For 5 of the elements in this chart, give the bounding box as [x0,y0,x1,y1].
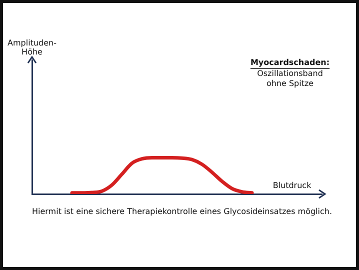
text: Hiermit ist eine sichere Therapiekontrolle eines Glycosideinsatzes möglich. [32,207,332,216]
text: Amplituden-Höhe [8,38,57,57]
chart-subtitle: Oszillationsband ohne Spitze [257,69,323,88]
chart-title: Myocardschaden: [250,58,330,68]
x-axis-title: Blutdruck [272,181,312,190]
